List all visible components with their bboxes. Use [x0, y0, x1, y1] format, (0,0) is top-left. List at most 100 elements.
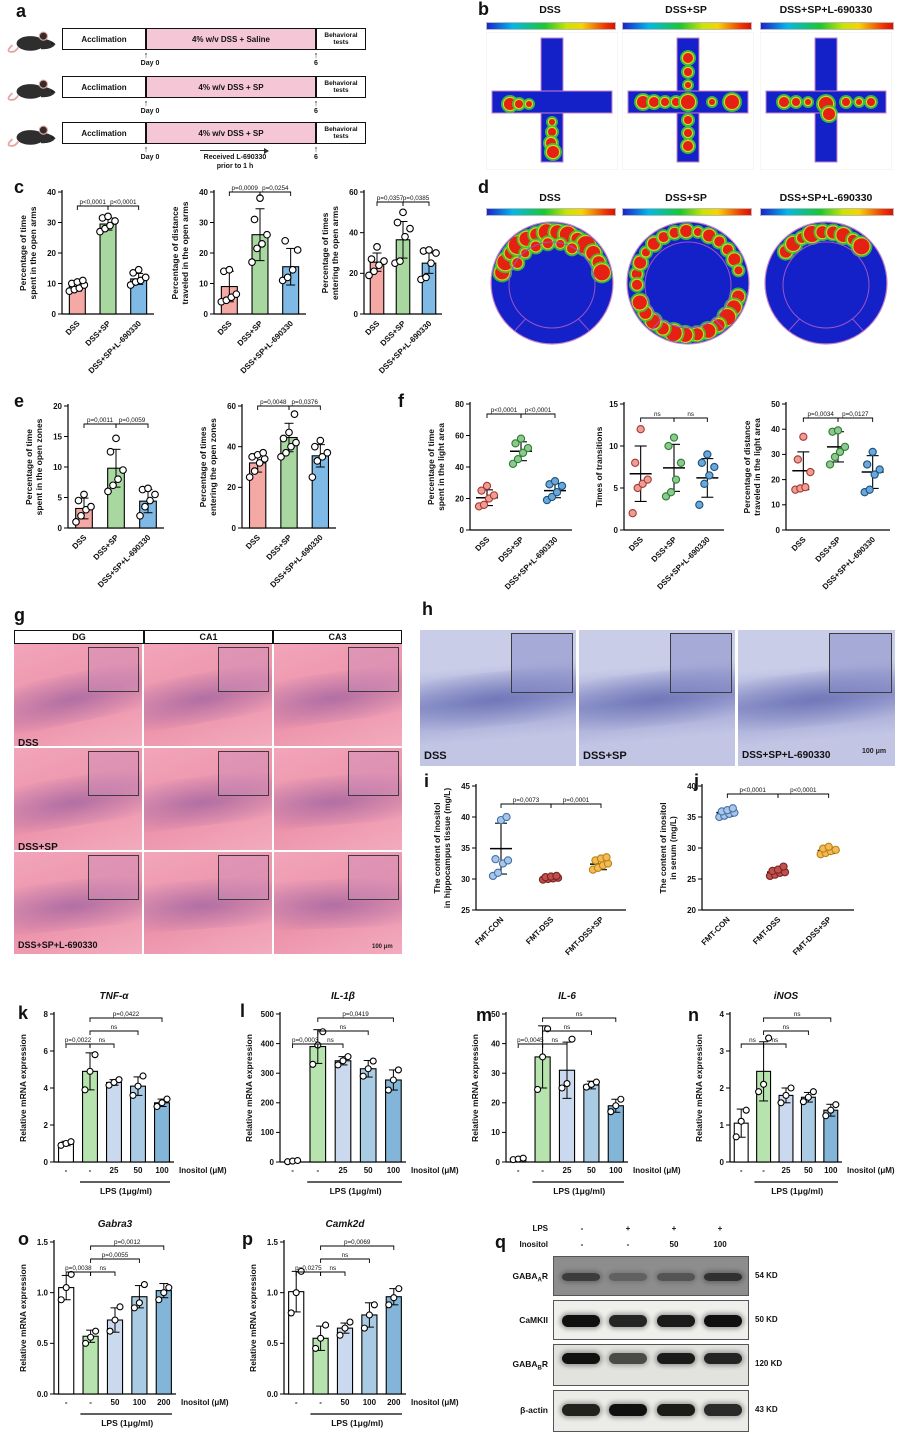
svg-text:0.0: 0.0: [267, 1390, 279, 1399]
svg-text:10: 10: [609, 442, 618, 451]
svg-text:Inositol (μM): Inositol (μM): [411, 1398, 459, 1407]
h-label-dss-sp-l: DSS+SP+L-690330: [742, 750, 831, 761]
g-histology-cell: [274, 748, 402, 850]
svg-text:DSS: DSS: [627, 535, 645, 553]
svg-text:Relative mRNA expression: Relative mRNA expression: [694, 1034, 704, 1142]
svg-text:25: 25: [563, 1166, 572, 1175]
svg-text:25: 25: [687, 875, 696, 884]
panel-q-label: q: [495, 1232, 506, 1252]
epm-heatmap-dss: [485, 31, 619, 175]
svg-text:0.5: 0.5: [267, 1339, 279, 1348]
svg-text:in hippocampus tissue (mg/L): in hippocampus tissue (mg/L): [442, 788, 452, 909]
svg-text:p<0,0001: p<0,0001: [79, 199, 106, 206]
h-image-dss: [420, 630, 576, 766]
svg-text:DSS+SP: DSS+SP: [92, 533, 121, 562]
svg-text:0.5: 0.5: [37, 1339, 49, 1348]
svg-text:ns: ns: [564, 1024, 571, 1031]
blot-gabaar: [553, 1256, 749, 1296]
chart-svg: Camk2d 0.0 0.5 1.0 1.5 Relative mRNA expressi…: [248, 1219, 459, 1428]
svg-text:p=0,0048: p=0,0048: [260, 399, 287, 406]
svg-text:100: 100: [133, 1398, 147, 1407]
svg-text:Relative mRNA expression: Relative mRNA expression: [470, 1034, 480, 1142]
svg-text:0: 0: [614, 526, 619, 535]
svg-text:-: -: [541, 1166, 544, 1175]
inset-box: [347, 855, 399, 900]
svg-text:2: 2: [44, 1121, 49, 1130]
svg-text:50: 50: [491, 1010, 500, 1019]
svg-text:Relative mRNA expression: Relative mRNA expression: [248, 1264, 258, 1372]
svg-text:ns: ns: [783, 1024, 790, 1031]
svg-text:Times of transitions: Times of transitions: [594, 426, 604, 507]
protein-band: [703, 1315, 742, 1327]
g-row-label-dss: DSS: [18, 738, 39, 749]
svg-text:Gabra3: Gabra3: [98, 1219, 133, 1230]
chart-time-open-arms: 0 10 20 30 40 Percentage of time spent in the …: [16, 184, 162, 386]
blot-label-gababr: GABABR: [512, 1359, 548, 1372]
svg-text:-: -: [295, 1398, 298, 1407]
behavioral-box: Behavioral tests: [316, 122, 366, 144]
g-histology-cell: [144, 644, 272, 746]
svg-text:40: 40: [199, 188, 208, 197]
svg-text:ns: ns: [771, 1037, 778, 1044]
day6-label: 6: [314, 108, 318, 115]
behavioral-box: Behavioral tests: [316, 28, 366, 50]
svg-text:Relative mRNA expression: Relative mRNA expression: [18, 1264, 28, 1372]
svg-text:200: 200: [387, 1398, 401, 1407]
svg-text:p=0,0009: p=0,0009: [231, 185, 258, 192]
day0-label: Day 0: [140, 154, 160, 161]
svg-text:p=0,0022: p=0,0022: [65, 1037, 92, 1044]
up-arrow-icon: ↑: [143, 144, 149, 154]
svg-text:60: 60: [455, 431, 464, 440]
svg-text:FMT-CON: FMT-CON: [473, 915, 505, 947]
svg-text:0.0: 0.0: [37, 1390, 49, 1399]
svg-text:Relative mRNA expression: Relative mRNA expression: [244, 1034, 254, 1142]
svg-text:20: 20: [491, 1099, 500, 1108]
svg-text:5: 5: [58, 493, 63, 502]
g-histology-cell: [14, 748, 142, 850]
svg-text:Inositol (μM): Inositol (μM): [411, 1166, 459, 1175]
g-histology-cell: [14, 644, 142, 746]
svg-text:100: 100: [824, 1166, 838, 1175]
svg-text:-: -: [89, 1166, 92, 1175]
chart-svg: IL-1β 0 100 200 300 400 500 Relative mRNA expre…: [244, 991, 459, 1196]
panel-i-label: i: [424, 771, 430, 791]
svg-text:20: 20: [687, 906, 696, 915]
inositol-lane-1: -: [580, 1240, 584, 1249]
panel-e-label: e: [14, 391, 25, 411]
svg-text:DSS: DSS: [70, 533, 88, 551]
treatment-box: 4% w/v DSS + SP: [146, 122, 316, 144]
epm-heatmap-dss-sp-l: [759, 31, 893, 175]
svg-text:20: 20: [349, 269, 358, 278]
svg-text:DSS: DSS: [363, 319, 381, 337]
up-arrow-icon: ↑: [143, 50, 149, 60]
inositol-lane-3: 50: [669, 1240, 679, 1249]
svg-text:0: 0: [720, 1158, 725, 1167]
svg-text:500: 500: [261, 1010, 275, 1019]
svg-text:6: 6: [44, 1047, 49, 1056]
svg-text:50: 50: [364, 1166, 373, 1175]
svg-text:0: 0: [460, 526, 465, 535]
svg-text:DSS+SP: DSS+SP: [497, 535, 526, 564]
protein-band: [609, 1404, 648, 1416]
svg-text:1.0: 1.0: [37, 1288, 49, 1297]
svg-text:entering the open arms: entering the open arms: [330, 206, 340, 300]
protein-band: [562, 1315, 601, 1327]
svg-text:DSS+SP: DSS+SP: [236, 319, 265, 348]
of-heatmap-dss: [484, 218, 620, 355]
blot-gababr: [553, 1344, 749, 1386]
svg-text:0: 0: [204, 310, 209, 319]
svg-text:p=0,0385: p=0,0385: [403, 195, 430, 202]
inset-box: [217, 647, 269, 692]
heatmap-colorbar: [622, 22, 752, 30]
day6-label: 6: [314, 154, 318, 161]
svg-text:40: 40: [349, 228, 358, 237]
svg-text:p=0,0073: p=0,0073: [513, 797, 540, 804]
chart-svg: 25 30 35 40 45 The content of inositol in hipp…: [432, 782, 626, 957]
svg-text:30: 30: [461, 875, 470, 884]
chart-svg: 20 25 30 35 40 The content of inositol in seru…: [658, 782, 854, 957]
svg-text:entering the open zones: entering the open zones: [208, 418, 218, 516]
up-arrow-icon: ↑: [313, 50, 319, 60]
svg-text:FMT-CON: FMT-CON: [700, 915, 732, 947]
h-scale-bar: 100 μm: [862, 748, 887, 755]
